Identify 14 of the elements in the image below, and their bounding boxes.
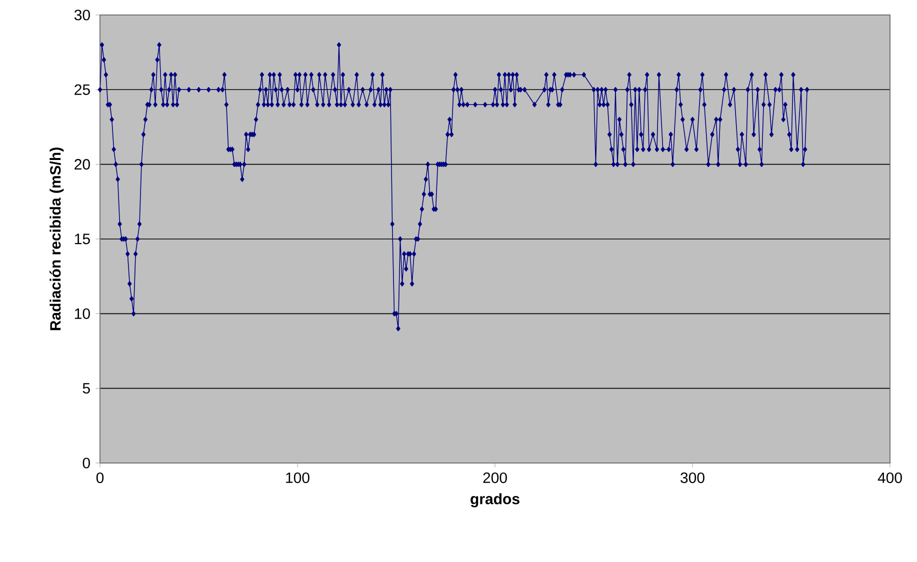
y-tick-label: 10	[75, 308, 90, 319]
y-axis-title: Radiación recibida (mS/h)	[50, 148, 64, 330]
x-tick-label: 100	[286, 472, 310, 484]
y-tick-label: 5	[82, 383, 90, 394]
x-tick-label: 200	[483, 472, 507, 484]
y-tick-label: 0	[82, 458, 90, 468]
y-tick-label: 20	[74, 159, 90, 170]
x-axis-title: grados	[470, 493, 520, 508]
x-tick-label: 400	[878, 472, 902, 484]
y-tick-label: 15	[75, 234, 90, 244]
y-tick-label: 30	[74, 10, 90, 20]
x-tick-label: 300	[680, 472, 704, 484]
x-tick-label: 0	[96, 472, 104, 484]
y-tick-label: 25	[74, 84, 90, 95]
